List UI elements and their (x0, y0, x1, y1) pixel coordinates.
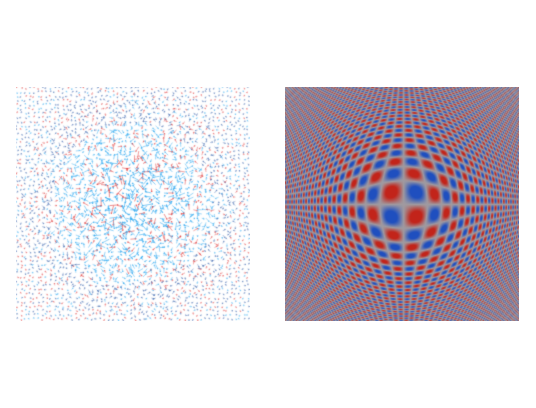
vector-field-panel (16, 87, 250, 321)
interference-pattern-canvas (285, 87, 519, 321)
interference-pattern-panel (285, 87, 519, 321)
vector-field-canvas (16, 87, 250, 321)
